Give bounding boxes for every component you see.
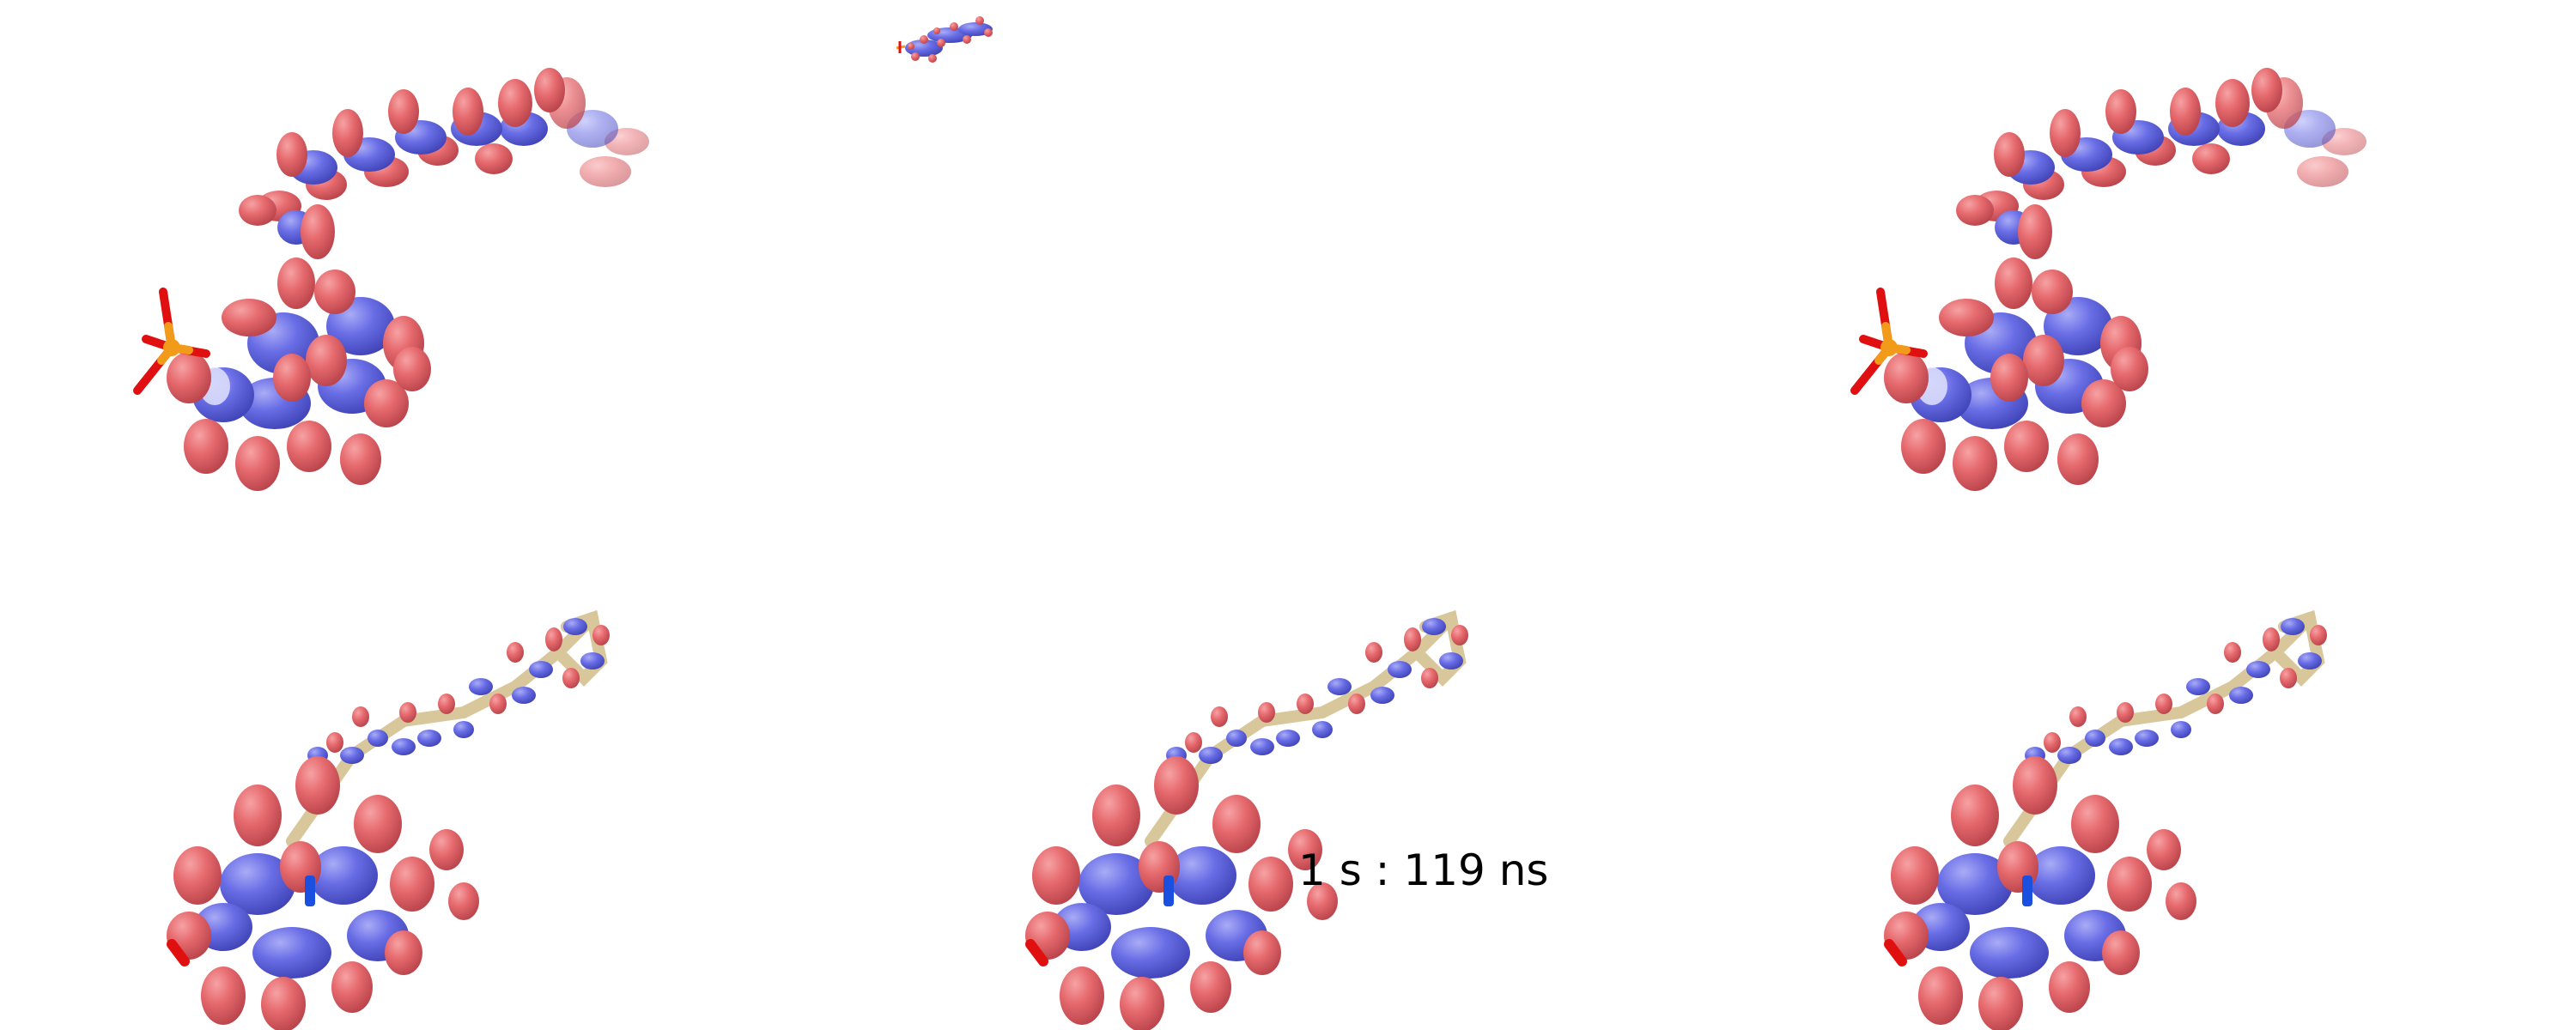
orbital-render-bottom-left (0, 0, 859, 1030)
orbital-render-bottom-center (859, 0, 1717, 1030)
orbital-render-bottom-right (1717, 0, 2576, 1030)
time-label: 1 s : 119 ns (1298, 845, 1549, 895)
